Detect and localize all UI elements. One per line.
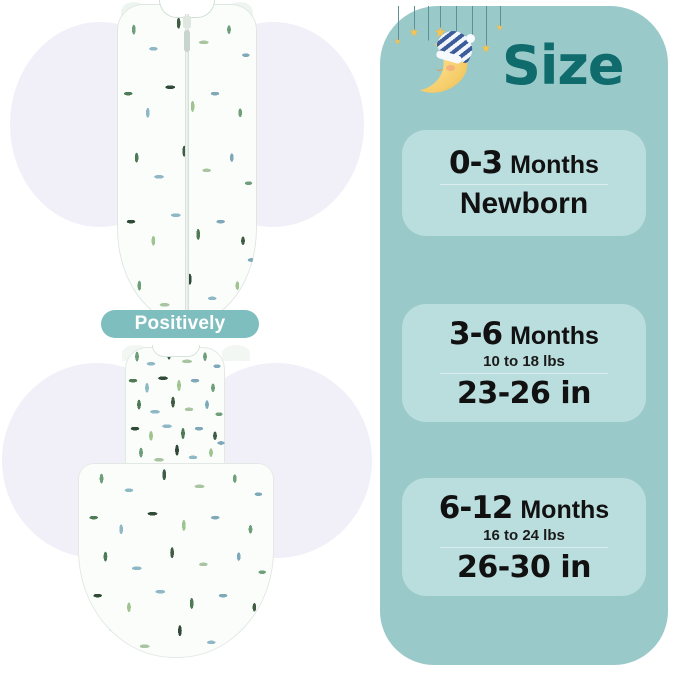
size-age-unit: Months: [510, 151, 599, 179]
sleep-sack-back-illustration: [0, 345, 372, 685]
size-card-3-6-months: 3-6 Months 10 to 18 lbs 23-26 in: [402, 304, 646, 422]
card-divider: [440, 372, 608, 374]
moon-cheek-blush: [446, 65, 455, 71]
card-divider: [440, 184, 608, 185]
size-weight-range: 10 to 18 lbs: [483, 352, 565, 370]
product-front-view: Positively: [0, 0, 372, 345]
zipper-pull-icon: [184, 30, 190, 52]
size-chart-panel: ★ ★ ★ ★ ★ ★ ★ ★: [380, 6, 668, 665]
size-length-range: 23-26 in: [456, 375, 592, 411]
size-age-unit: Months: [510, 321, 599, 350]
size-age-row: 0-3 Months: [449, 145, 599, 181]
size-age-number: 3-6: [449, 315, 503, 352]
product-back-view: Backside: [0, 345, 372, 685]
label-positively: Positively: [101, 310, 259, 338]
size-age-row: 6-12 Months: [439, 490, 609, 526]
size-weight-range: 16 to 24 lbs: [483, 526, 565, 544]
card-divider: [440, 546, 608, 548]
neckline-back: [152, 345, 200, 357]
size-age-number: 6-12: [438, 489, 514, 526]
moon-mouth: [436, 66, 443, 71]
sleep-sack-front-illustration: [0, 0, 372, 345]
zipper-icon: [183, 14, 191, 314]
size-age-number: 0-3: [449, 145, 503, 181]
sleeping-moon-icon: [400, 25, 480, 101]
shoulder-strap-right: [222, 345, 250, 361]
page-title: Size: [502, 34, 624, 97]
size-secondary-value: Newborn: [459, 187, 589, 220]
size-card-6-12-months: 6-12 Months 16 to 24 lbs 26-30 in: [402, 478, 646, 596]
size-card-newborn: 0-3 Months Newborn: [402, 130, 646, 236]
nightcap-pompom: [466, 34, 475, 43]
size-age-row: 3-6 Months: [449, 316, 599, 352]
product-image-column: Positively Backside: [0, 0, 372, 685]
size-age-unit: Months: [520, 495, 610, 524]
garment-back-panel: [125, 347, 225, 467]
size-panel-header: ★ ★ ★ ★ ★ ★ ★ ★: [380, 6, 668, 126]
garment-back-pouch: [78, 463, 274, 658]
size-length-range: 26-30 in: [456, 549, 592, 585]
